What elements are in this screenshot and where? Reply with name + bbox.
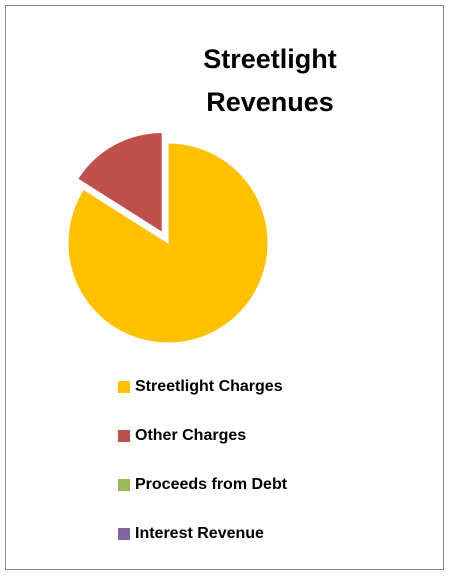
legend-label: Streetlight Charges: [135, 378, 283, 395]
legend-swatch: [118, 381, 130, 393]
chart-title: Streetlight Revenues: [203, 44, 337, 117]
legend-swatch: [118, 479, 130, 491]
legend-label: Proceeds from Debt: [135, 476, 288, 493]
legend-label: Interest Revenue: [135, 525, 264, 542]
pie-slice: [67, 142, 269, 344]
legend-swatch: [118, 528, 130, 540]
pie-slice: [77, 131, 163, 234]
legend-label: Other Charges: [135, 427, 246, 444]
legend-swatch: [118, 430, 130, 442]
